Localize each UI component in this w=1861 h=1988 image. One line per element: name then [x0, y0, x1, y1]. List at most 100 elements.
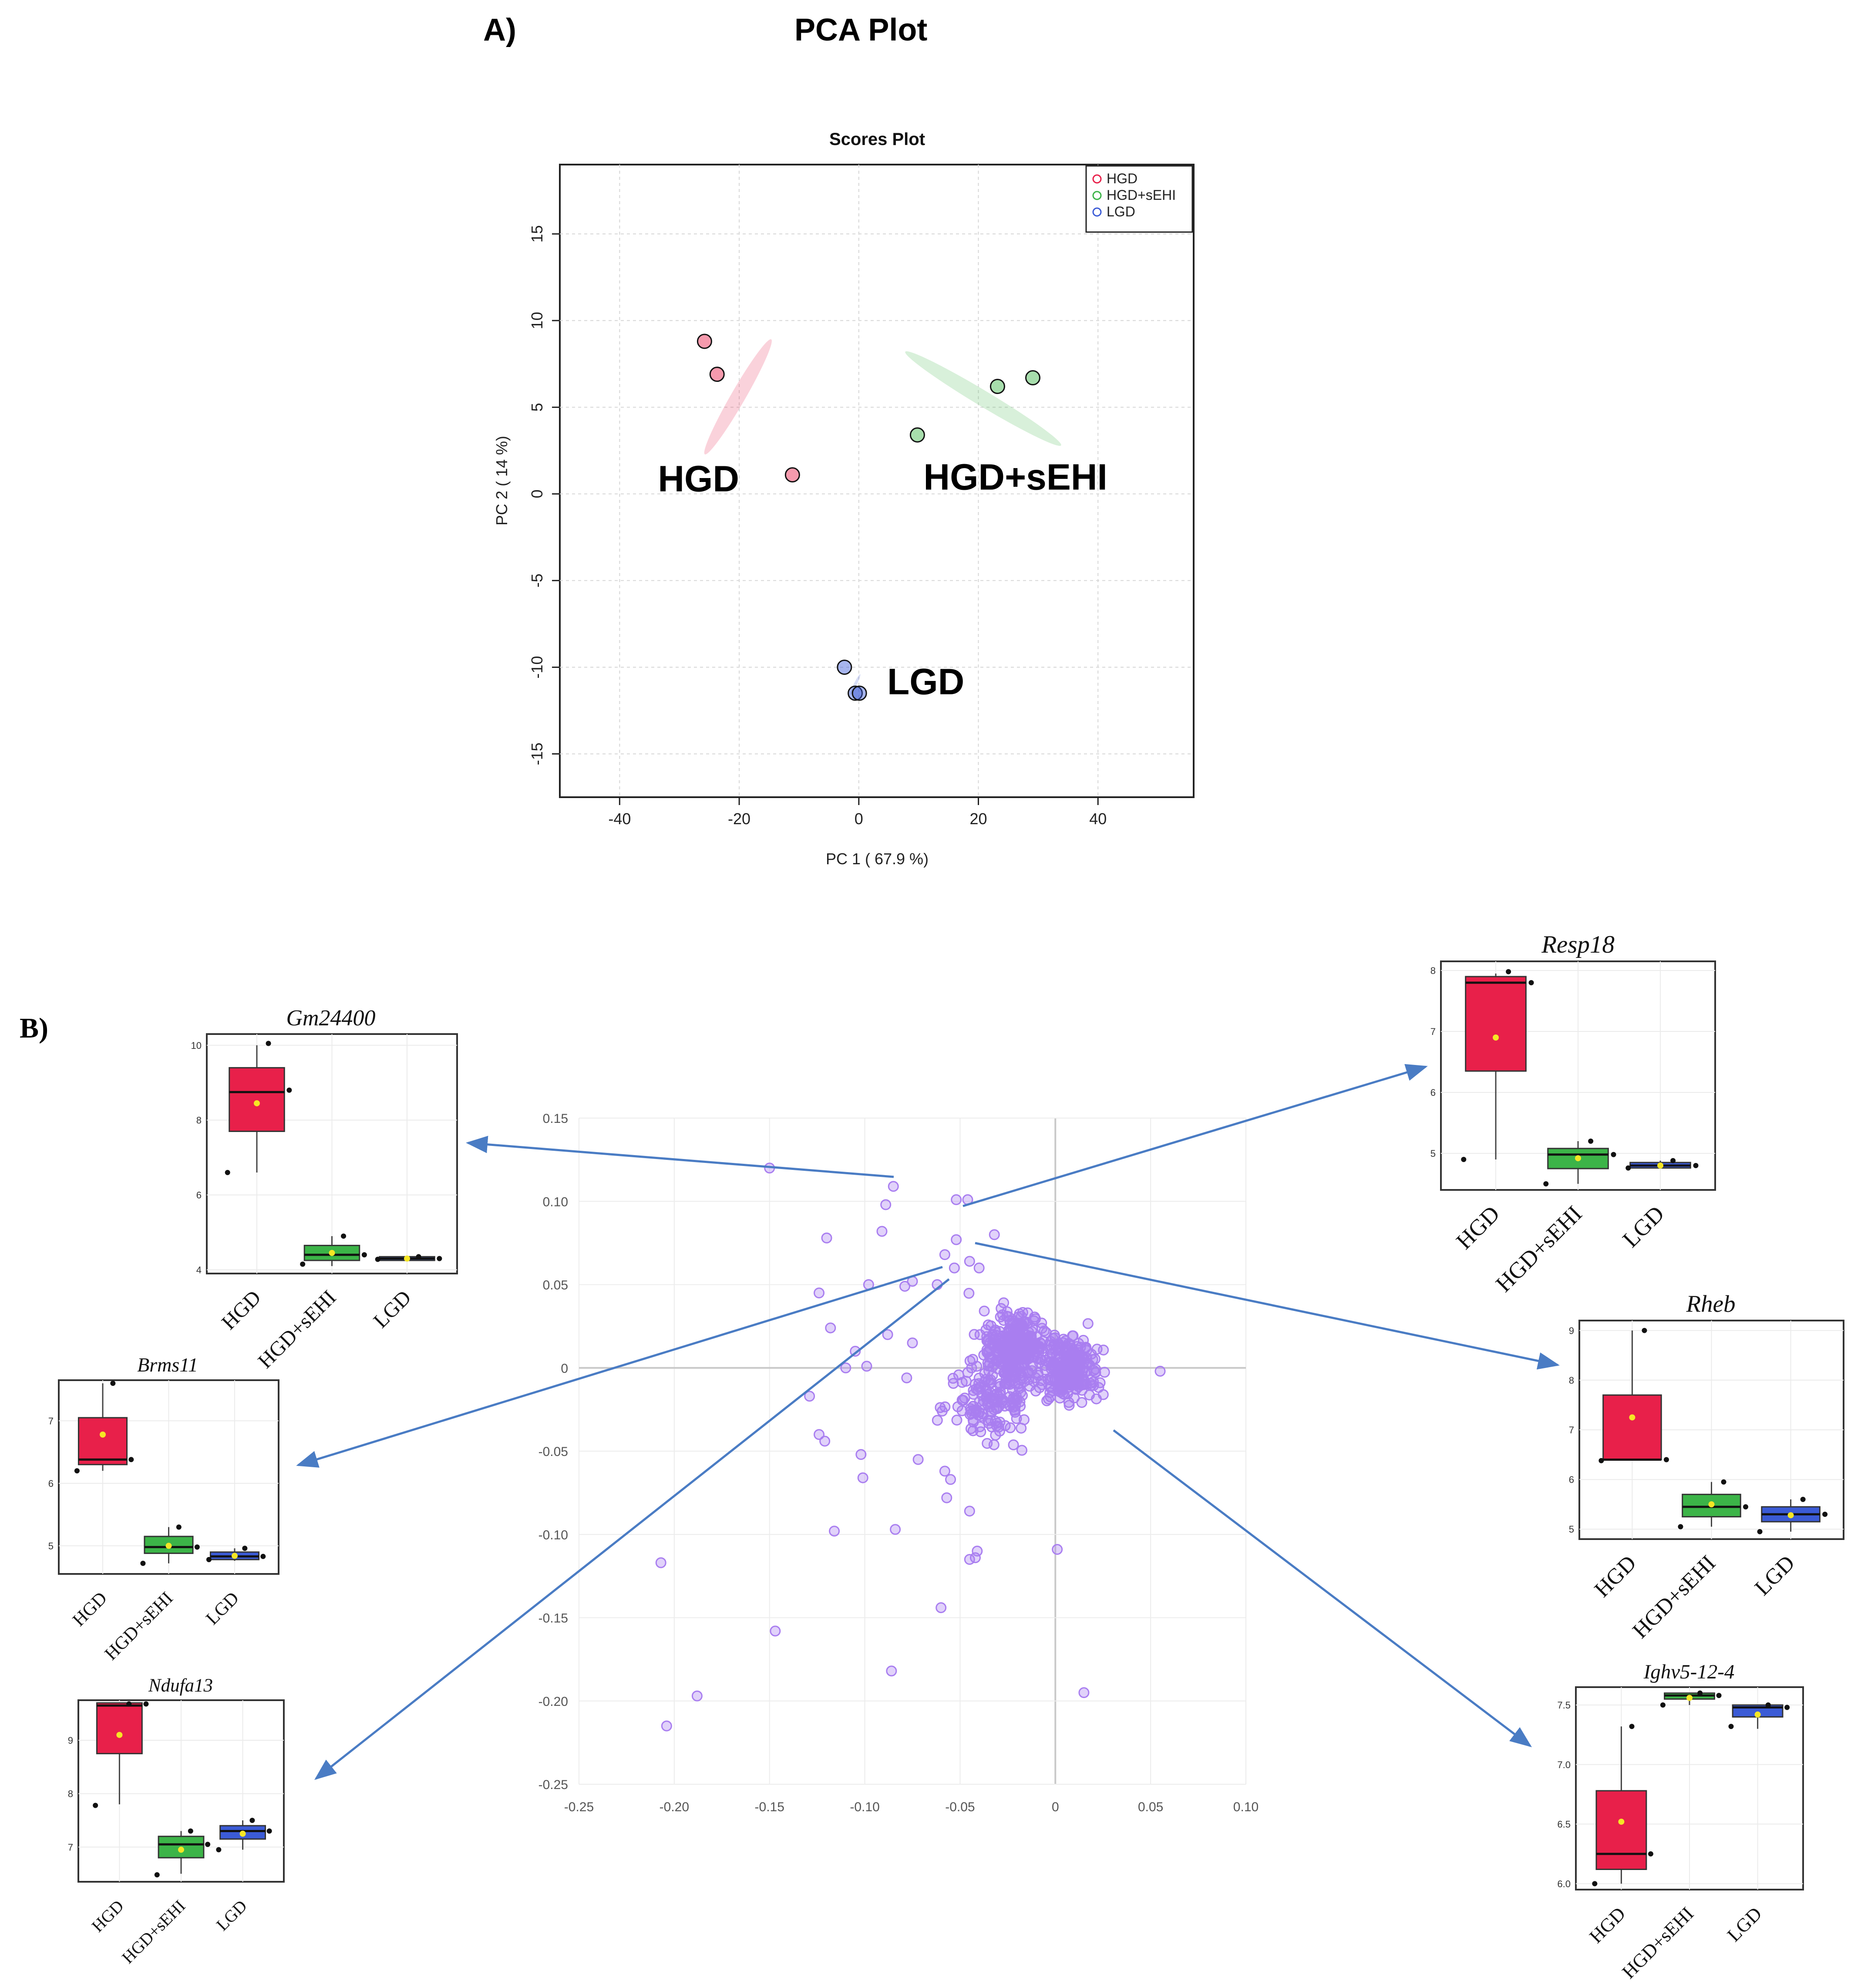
- boxplot-y-tick-label: 6: [196, 1190, 202, 1201]
- loading-point: [941, 1492, 952, 1503]
- loading-point: [1078, 1687, 1090, 1698]
- boxplot-point: [1461, 1157, 1467, 1162]
- boxplot-box: [77, 1417, 128, 1466]
- boxplot-point: [416, 1254, 421, 1260]
- pca-x-tick-label: 20: [969, 810, 987, 828]
- loadings-y-tick-label: -0.20: [538, 1695, 568, 1709]
- pca-frame: [559, 164, 1195, 798]
- loading-point: [1014, 1308, 1025, 1319]
- loadings-grid: [579, 1118, 1246, 1785]
- boxplot-mean: [1708, 1501, 1715, 1508]
- loadings-x-tick-label: -0.25: [564, 1800, 594, 1814]
- loading-point: [947, 1373, 959, 1384]
- pca-y-axis-label: PC 2 ( 14 %): [493, 436, 511, 526]
- loading-point: [951, 1194, 962, 1205]
- loading-point: [861, 1361, 872, 1372]
- loading-point: [1036, 1317, 1047, 1329]
- boxplot-y-tick-label: 6: [1430, 1087, 1436, 1098]
- loadings-y-tick-label: 0.10: [543, 1195, 568, 1209]
- boxplot-title: Rheb: [1686, 1291, 1735, 1317]
- boxplot-point: [188, 1828, 193, 1834]
- boxplot-point: [249, 1817, 255, 1823]
- boxplot-y-tick-label: 10: [191, 1040, 202, 1051]
- pca-point: [989, 379, 1005, 394]
- pca-y-tick-label: 0: [528, 489, 546, 498]
- loading-point: [882, 1329, 893, 1340]
- loading-point: [1085, 1378, 1096, 1389]
- loading-point: [901, 1372, 912, 1384]
- loading-point: [1060, 1346, 1071, 1358]
- boxplot-y-tick-label: 7.0: [1557, 1759, 1571, 1770]
- loading-point: [936, 1405, 948, 1417]
- arrow-rheb: [975, 1242, 1560, 1370]
- boxplot-y-tick-label: 8: [196, 1115, 202, 1126]
- boxplot-mean: [116, 1732, 123, 1738]
- boxplot-box: [96, 1702, 143, 1755]
- boxplot-point: [74, 1468, 80, 1474]
- pca-y-tick-label: -10: [528, 656, 546, 678]
- boxplot-point: [1648, 1851, 1653, 1857]
- boxplot-y-tick-label: 7: [68, 1842, 73, 1853]
- loading-point: [888, 1181, 899, 1192]
- loadings-x-tick-label: -0.20: [660, 1800, 689, 1814]
- loading-point: [981, 1347, 993, 1358]
- loading-point: [1078, 1357, 1089, 1368]
- loading-point: [936, 1602, 947, 1614]
- loading-point: [964, 1256, 975, 1267]
- boxplot-mean: [1618, 1819, 1625, 1825]
- pca-ellipses: [704, 339, 1061, 695]
- boxplot-title: Ighv5-12-4: [1643, 1661, 1735, 1683]
- loading-point: [661, 1720, 672, 1732]
- boxplot-mean: [254, 1100, 260, 1106]
- loading-point: [1004, 1346, 1016, 1358]
- loading-point: [814, 1287, 825, 1299]
- loading-point: [1063, 1360, 1075, 1371]
- boxplot-point: [266, 1828, 272, 1834]
- loading-point: [1085, 1375, 1097, 1386]
- boxplot-point: [143, 1701, 149, 1707]
- loading-point: [964, 1506, 975, 1517]
- loading-point: [962, 1367, 973, 1378]
- pca-ticks: -40 -20 0 20 40 -15 -10 -5 0 5 10 15: [528, 225, 1107, 828]
- boxplot-point: [1678, 1524, 1683, 1530]
- arrow-gm24400: [466, 1136, 894, 1178]
- boxplot-point: [93, 1803, 98, 1808]
- loading-point: [939, 1466, 950, 1477]
- pca-point: [837, 659, 852, 675]
- loading-point: [973, 1262, 985, 1274]
- arrow-brms11: [296, 1266, 943, 1468]
- loadings-y-tick-label: -0.10: [538, 1528, 568, 1542]
- boxplot-point: [1693, 1163, 1699, 1168]
- boxplot-point: [1543, 1181, 1549, 1186]
- loadings-points: [655, 1162, 1166, 1732]
- legend-label: LGD: [1107, 204, 1135, 219]
- loading-point: [1001, 1311, 1013, 1322]
- loading-point: [989, 1229, 1000, 1240]
- boxplot-point: [437, 1256, 442, 1261]
- loadings-x-tick-label: 0: [1052, 1800, 1059, 1814]
- loading-point: [840, 1362, 851, 1374]
- pca-point: [909, 427, 925, 443]
- boxplot-point: [1528, 980, 1534, 985]
- boxplot-mean: [165, 1543, 172, 1549]
- pca-x-tick-label: -20: [728, 810, 750, 828]
- loading-point: [969, 1329, 980, 1340]
- legend-marker: [1092, 174, 1102, 184]
- boxplot-title: Resp18: [1541, 931, 1615, 958]
- boxplot-point: [225, 1169, 230, 1175]
- loadings-y-tick-label: 0.05: [543, 1278, 568, 1293]
- legend-marker: [1092, 191, 1102, 200]
- boxplot-point: [1588, 1139, 1594, 1144]
- boxplot-box: [1595, 1790, 1647, 1870]
- loading-point: [996, 1303, 1007, 1314]
- boxplot-point: [341, 1233, 347, 1239]
- loading-point: [857, 1472, 868, 1483]
- boxplot-point: [1670, 1158, 1676, 1163]
- boxplot-y-tick-label: 8: [1569, 1375, 1574, 1386]
- boxplot-mean: [404, 1255, 410, 1262]
- pca-x-tick-label: 0: [855, 810, 863, 828]
- loading-point: [886, 1665, 897, 1677]
- loading-point: [1099, 1367, 1110, 1378]
- boxplot-y-tick-label: 7.5: [1557, 1700, 1571, 1711]
